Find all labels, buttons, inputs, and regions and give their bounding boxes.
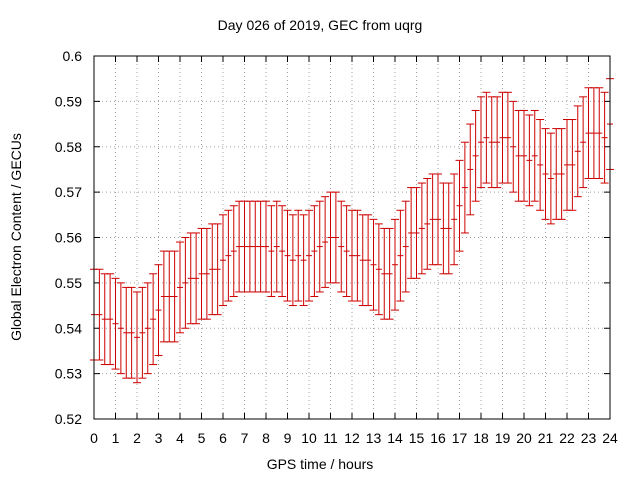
y-tick-label: 0.59 — [55, 93, 82, 109]
x-tick-label: 2 — [133, 430, 141, 446]
x-tick-label: 1 — [112, 430, 120, 446]
y-tick-label: 0.6 — [63, 48, 83, 64]
y-tick-label: 0.57 — [55, 184, 82, 200]
x-tick-label: 16 — [430, 430, 446, 446]
x-axis-label: GPS time / hours — [266, 456, 374, 472]
x-tick-label: 22 — [559, 430, 575, 446]
x-tick-label: 11 — [323, 430, 338, 446]
x-tick-label: 10 — [301, 430, 317, 446]
x-tick-label: 6 — [219, 430, 227, 446]
y-tick-label: 0.53 — [55, 366, 82, 382]
x-tick-label: 24 — [602, 430, 618, 446]
y-tick-label: 0.55 — [55, 275, 82, 291]
x-tick-label: 20 — [516, 430, 532, 446]
x-tick-label: 19 — [495, 430, 511, 446]
x-tick-label: 15 — [409, 430, 425, 446]
x-tick-label: 8 — [262, 430, 270, 446]
x-tick-label: 18 — [473, 430, 489, 446]
x-tick-label: 13 — [366, 430, 382, 446]
plot-frame — [93, 55, 611, 420]
y-tick-label: 0.58 — [55, 139, 82, 155]
x-tick-label: 21 — [538, 430, 554, 446]
x-tick-label: 7 — [241, 430, 249, 446]
x-tick-label: 12 — [344, 430, 360, 446]
x-tick-label: 5 — [198, 430, 206, 446]
x-tick-label: 3 — [155, 430, 163, 446]
y-axis-label: Global Electron Content / GECUs — [8, 133, 24, 341]
y-tick-label: 0.56 — [55, 230, 82, 246]
x-tick-label: 0 — [90, 430, 98, 446]
y-tick-label: 0.54 — [55, 320, 82, 336]
x-tick-label: 17 — [452, 430, 468, 446]
x-tick-label: 4 — [176, 430, 184, 446]
y-tick-label: 0.52 — [55, 411, 82, 427]
chart-title: Day 026 of 2019, GEC from uqrg — [217, 17, 423, 33]
x-tick-label: 9 — [284, 430, 292, 446]
x-tick-label: 14 — [387, 430, 403, 446]
x-tick-label: 23 — [581, 430, 597, 446]
